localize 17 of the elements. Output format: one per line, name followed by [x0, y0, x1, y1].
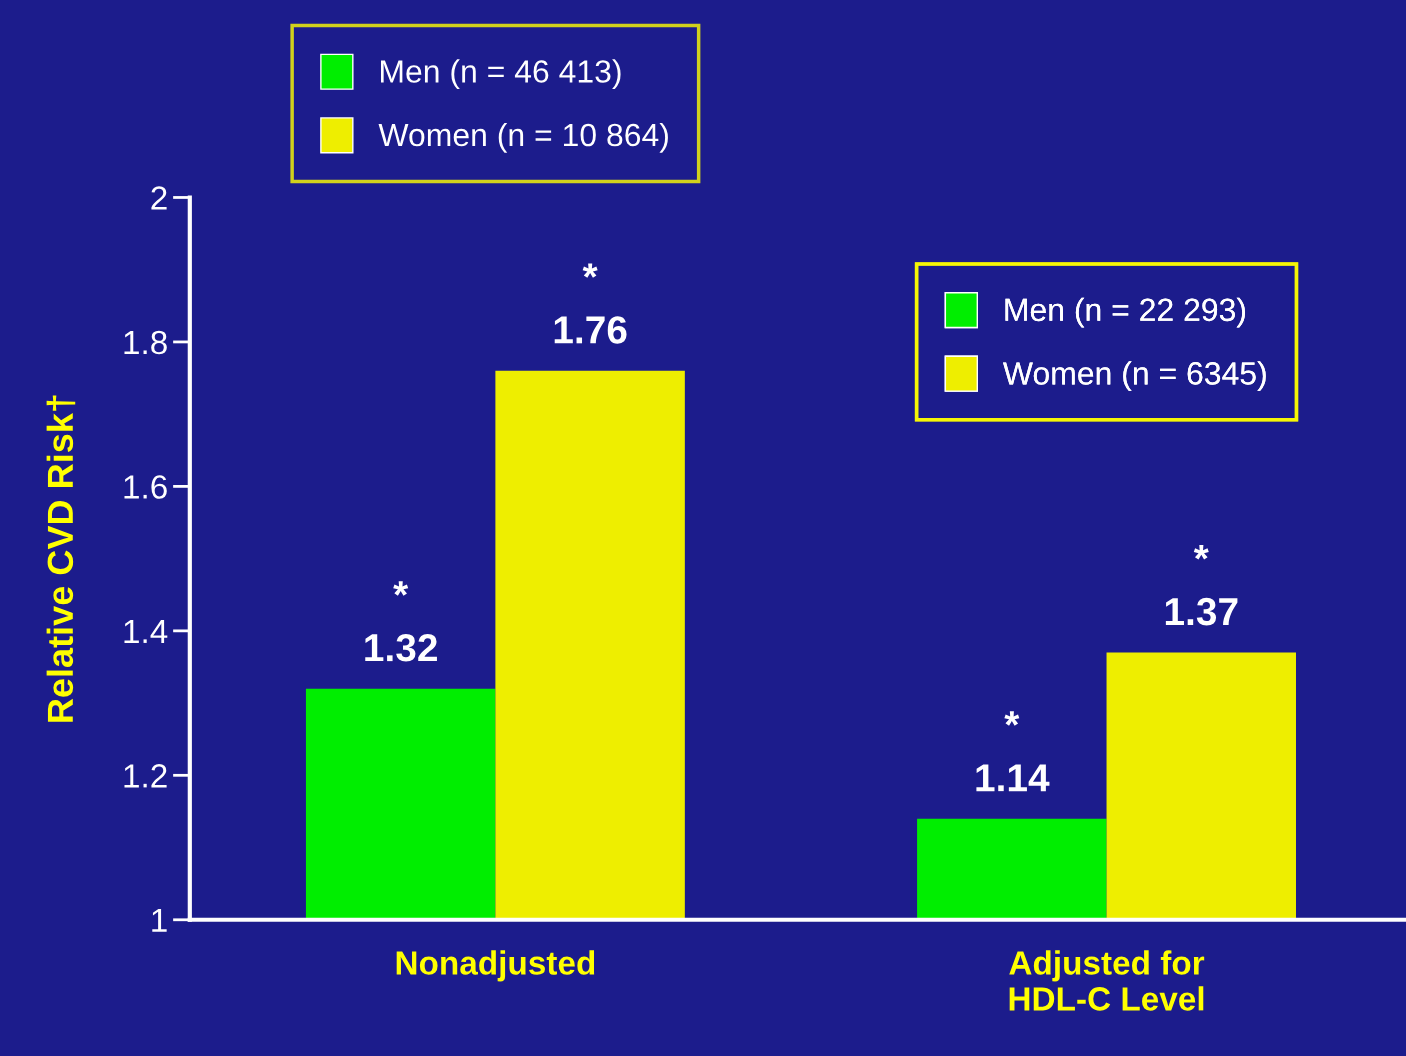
- y-tick-label: 1.4: [124, 620, 168, 643]
- y-tick-label: 1.2: [124, 764, 167, 788]
- y-tick-label: 2: [151, 186, 167, 210]
- y-tick-label: 1.6: [124, 475, 167, 499]
- y-axis-title: Relative CVD Risk†: [46, 395, 76, 722]
- data-label: * 1.32: [365, 581, 437, 662]
- data-label: * 1.76: [554, 263, 627, 344]
- x-tick-label: Nonadjusted: [396, 950, 595, 982]
- x-tick-label: Adjusted for HDL-C Level: [1009, 950, 1205, 1011]
- legend-label: Men (n = 22 293): [1005, 297, 1246, 328]
- legend-label: Women (n = 6345): [1002, 361, 1266, 392]
- y-tick-label: 1.8: [124, 330, 167, 355]
- data-label: * 1.37: [1165, 545, 1238, 626]
- legend-label: Men (n = 46 413): [381, 59, 621, 90]
- y-tick-label: 1: [152, 908, 167, 932]
- legend-label: Women (n = 10 864): [378, 122, 668, 153]
- data-label: * 1.14: [976, 711, 1050, 792]
